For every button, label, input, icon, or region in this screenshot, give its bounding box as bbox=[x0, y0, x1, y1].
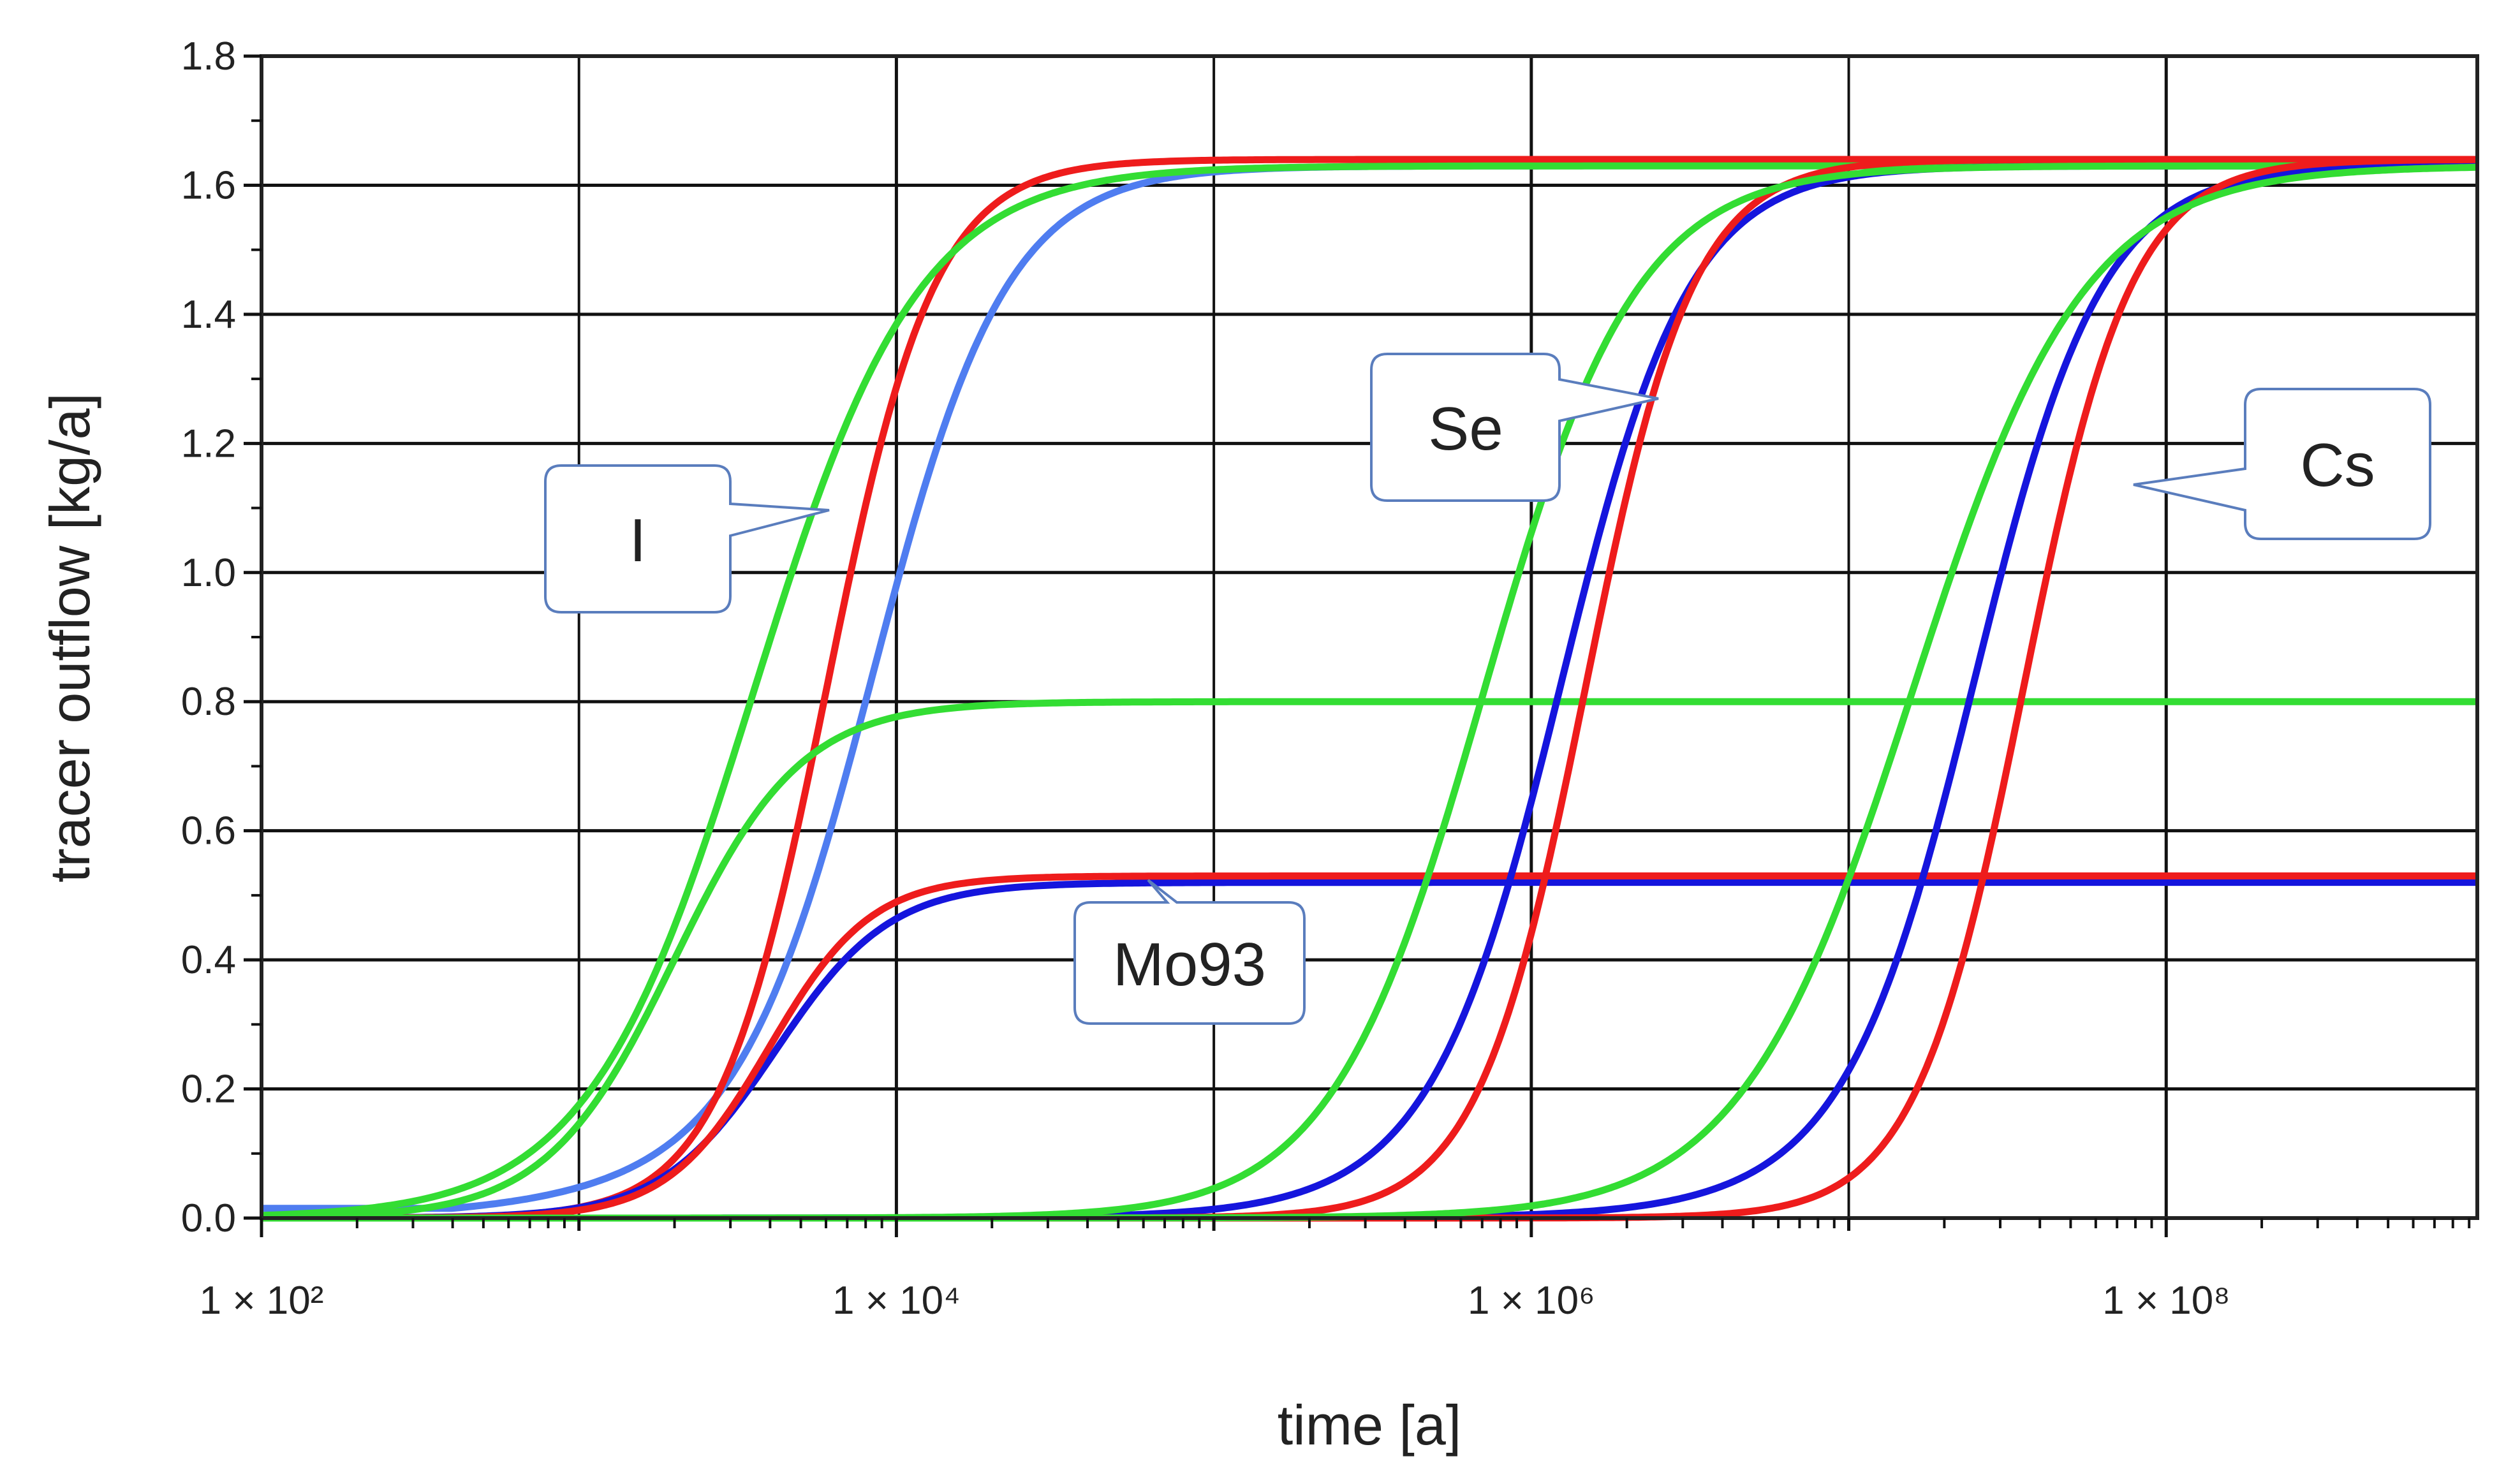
y-axis-title: tracer outflow [kg/a] bbox=[38, 393, 101, 883]
callout-mo93: Mo93 bbox=[1073, 879, 1306, 1025]
callout-cs: Cs bbox=[2133, 388, 2431, 540]
y-tick-label: 1.8 bbox=[181, 34, 236, 78]
y-tick-label: 0.6 bbox=[181, 809, 236, 853]
x-axis-title: time [a] bbox=[1278, 1393, 1462, 1457]
y-tick-label: 0.8 bbox=[181, 680, 236, 724]
x-tick-label: 1 × 10⁸ bbox=[2102, 1279, 2230, 1323]
series-line-6 bbox=[261, 698, 2478, 1221]
y-tick-label: 0.4 bbox=[181, 938, 236, 982]
x-tick-label: 1 × 10⁶ bbox=[1468, 1279, 1595, 1323]
callout-se: Se bbox=[1370, 353, 1659, 502]
y-tick-label: 1.4 bbox=[181, 293, 236, 337]
callout-mo93-bubble bbox=[1073, 879, 1306, 1025]
callout-cs-text: Cs bbox=[2300, 431, 2375, 499]
y-tick-label: 1.0 bbox=[181, 551, 236, 595]
x-tick-label: 1 × 10⁴ bbox=[832, 1279, 961, 1323]
callout-se-bubble bbox=[1370, 353, 1659, 502]
series-line-5 bbox=[261, 872, 2478, 1222]
y-tick-label: 1.6 bbox=[181, 163, 236, 207]
callout-i: I bbox=[544, 464, 830, 613]
callout-se-text: Se bbox=[1428, 395, 1503, 463]
x-tick-label: 1 × 10² bbox=[200, 1279, 324, 1323]
tick-labels: 0.0 0.2 0.4 0.6 0.8 1.0 1.2 1.4 1.6 1.8 1 × 10² 1 ×… bbox=[181, 34, 2230, 1323]
callout-i-text: I bbox=[630, 506, 647, 575]
callout-cs-bubble bbox=[2133, 388, 2431, 540]
y-tick-label: 1.2 bbox=[181, 422, 236, 466]
callout-mo93-text: Mo93 bbox=[1113, 930, 1266, 999]
callout-i-bubble bbox=[544, 464, 830, 613]
ticks bbox=[244, 54, 2471, 1237]
y-tick-label: 0.2 bbox=[181, 1068, 236, 1112]
y-tick-label: 0.0 bbox=[181, 1196, 236, 1240]
